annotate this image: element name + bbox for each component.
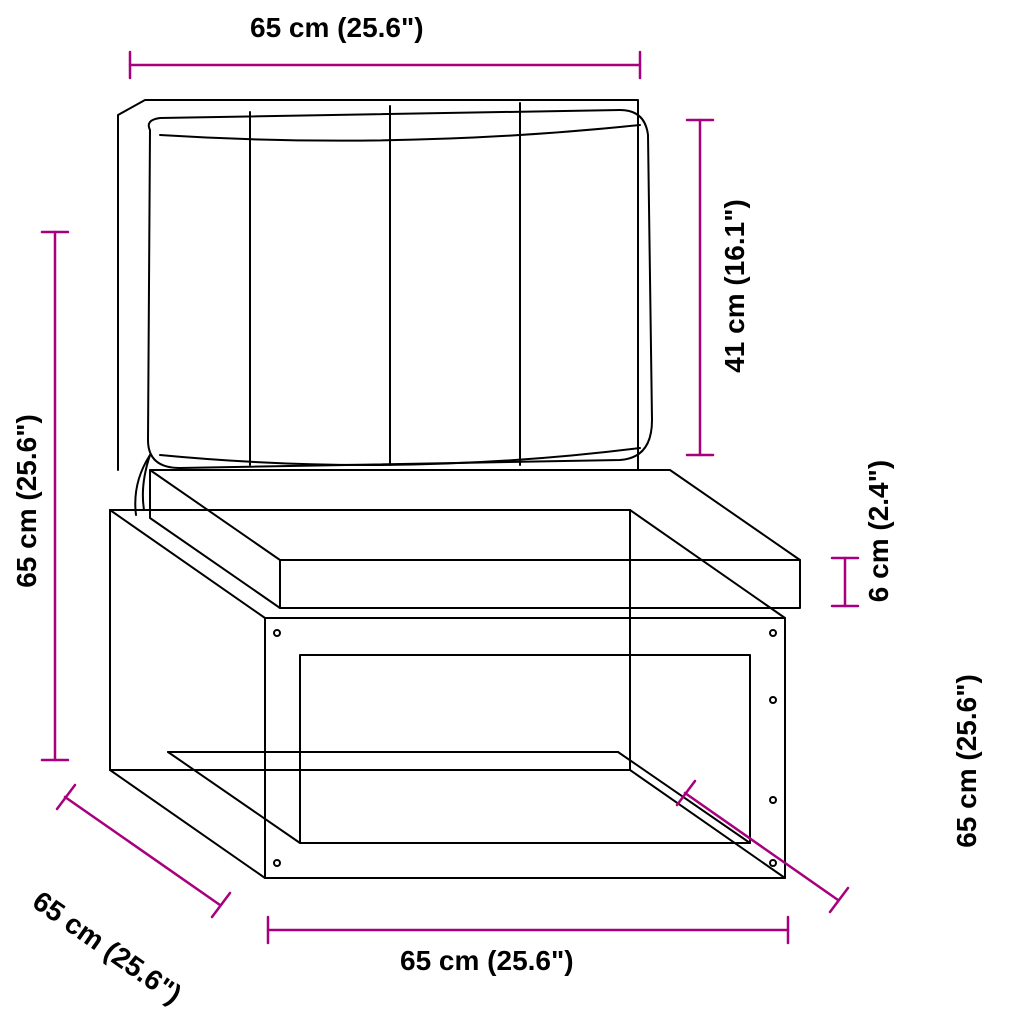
dim-top-width: 65 cm (25.6") (250, 12, 424, 44)
diagram-stage: 65 cm (25.6") 41 cm (16.1") 6 cm (2.4") … (0, 0, 1024, 1024)
dim-depth-right: 65 cm (25.6") (951, 674, 983, 848)
dim-width-front: 65 cm (25.6") (400, 945, 574, 977)
dim-back-height: 41 cm (16.1") (719, 199, 751, 373)
dim-seat-thickness: 6 cm (2.4") (863, 460, 895, 602)
dim-height-left: 65 cm (25.6") (11, 414, 43, 588)
